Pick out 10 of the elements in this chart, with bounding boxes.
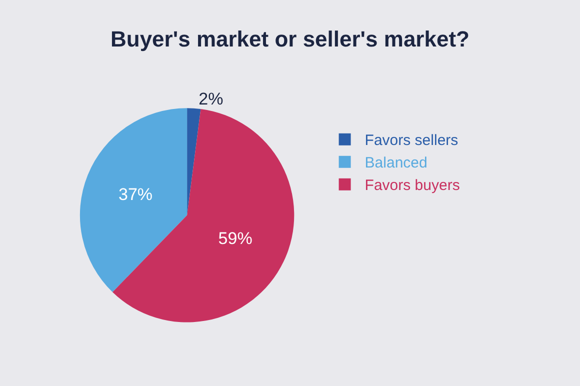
chart-title: Buyer's market or seller's market? [110, 26, 470, 52]
pie-slice [112, 108, 294, 322]
legend-label: Balanced [364, 154, 428, 172]
data-label: 59% [218, 228, 252, 248]
pie-slice [80, 108, 188, 292]
legend-label: Favors sellers [364, 132, 458, 150]
legend-label: Favors buyers [364, 177, 460, 194]
data-label: 2% [198, 89, 224, 108]
data-label: 37% [118, 184, 153, 204]
pie-slice [187, 108, 201, 216]
